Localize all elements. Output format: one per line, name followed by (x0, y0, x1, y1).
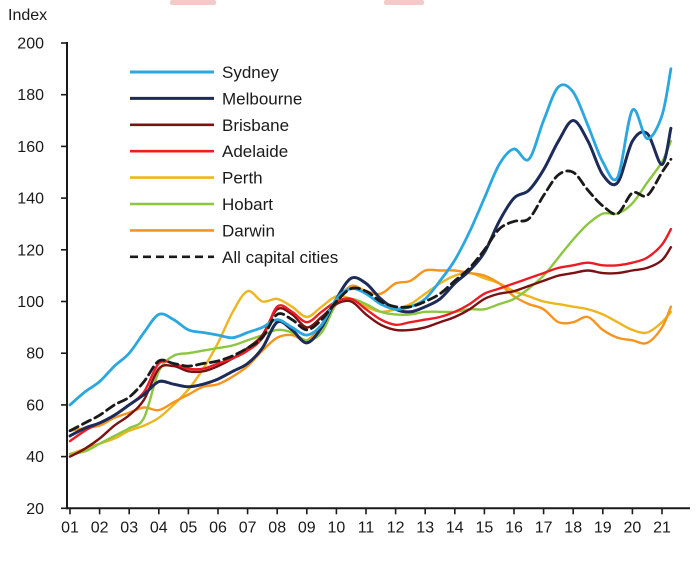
x-tick-label: 20 (624, 519, 642, 536)
x-tick-label: 12 (387, 519, 405, 536)
x-tick-label: 10 (328, 519, 346, 536)
series-line-sydney (68, 67, 673, 407)
y-tick-label: 120 (17, 242, 44, 259)
x-tick-label: 13 (416, 519, 434, 536)
cropped-title-artifact (384, 0, 424, 5)
series-line-perth (68, 271, 673, 456)
data-series-lines (68, 67, 673, 458)
y-axis-ticks: 200 180 160 140 120 100 80 60 40 20 (17, 36, 67, 518)
series-line-hobart (68, 140, 673, 456)
y-tick-label: 100 (17, 294, 44, 311)
chart-legend: Sydney Melbourne Brisbane Adelaide Perth Hoba… (130, 63, 338, 267)
legend-label-adelaide: Adelaide (222, 142, 288, 161)
x-tick-label: 02 (91, 519, 109, 536)
x-tick-label: 06 (209, 519, 227, 536)
x-axis-ticks: 01 02 03 04 05 06 07 08 09 10 11 12 13 14 15 16 17 18 19 20… (61, 508, 671, 536)
x-tick-label: 04 (150, 519, 168, 536)
x-tick-label: 19 (594, 519, 612, 536)
y-tick-label: 160 (17, 139, 44, 156)
legend-label-darwin: Darwin (222, 221, 275, 240)
y-tick-label: 200 (17, 36, 44, 53)
legend-label-sydney: Sydney (222, 63, 279, 82)
series-line-brisbane (68, 246, 673, 458)
x-tick-label: 09 (298, 519, 316, 536)
x-tick-label: 18 (564, 519, 582, 536)
y-tick-label: 180 (17, 87, 44, 104)
x-tick-label: 21 (653, 519, 671, 536)
y-tick-label: 60 (26, 397, 44, 414)
series-line-melbourne (68, 119, 673, 438)
y-tick-label: 80 (26, 346, 44, 363)
x-tick-label: 07 (239, 519, 257, 536)
legend-label-all-capital-cities: All capital cities (222, 248, 338, 267)
x-tick-label: 11 (358, 519, 375, 536)
y-axis-title: Index (8, 7, 47, 24)
x-tick-label: 16 (505, 519, 523, 536)
legend-label-brisbane: Brisbane (222, 116, 289, 135)
legend-label-melbourne: Melbourne (222, 89, 302, 108)
y-tick-label: 140 (17, 191, 44, 208)
x-tick-label: 05 (180, 519, 198, 536)
cropped-title-artifact (170, 0, 216, 5)
legend-label-hobart: Hobart (222, 195, 273, 214)
y-tick-label: 20 (26, 501, 44, 518)
x-tick-label: 15 (476, 519, 494, 536)
x-tick-label: 14 (446, 519, 464, 536)
series-line-all-capital-cities (68, 157, 673, 433)
series-line-darwin (68, 268, 673, 432)
x-tick-label: 01 (61, 519, 79, 536)
y-tick-label: 40 (26, 449, 44, 466)
x-tick-label: 08 (268, 519, 286, 536)
legend-label-perth: Perth (222, 169, 263, 188)
x-tick-label: 17 (535, 519, 553, 536)
x-tick-label: 03 (120, 519, 138, 536)
